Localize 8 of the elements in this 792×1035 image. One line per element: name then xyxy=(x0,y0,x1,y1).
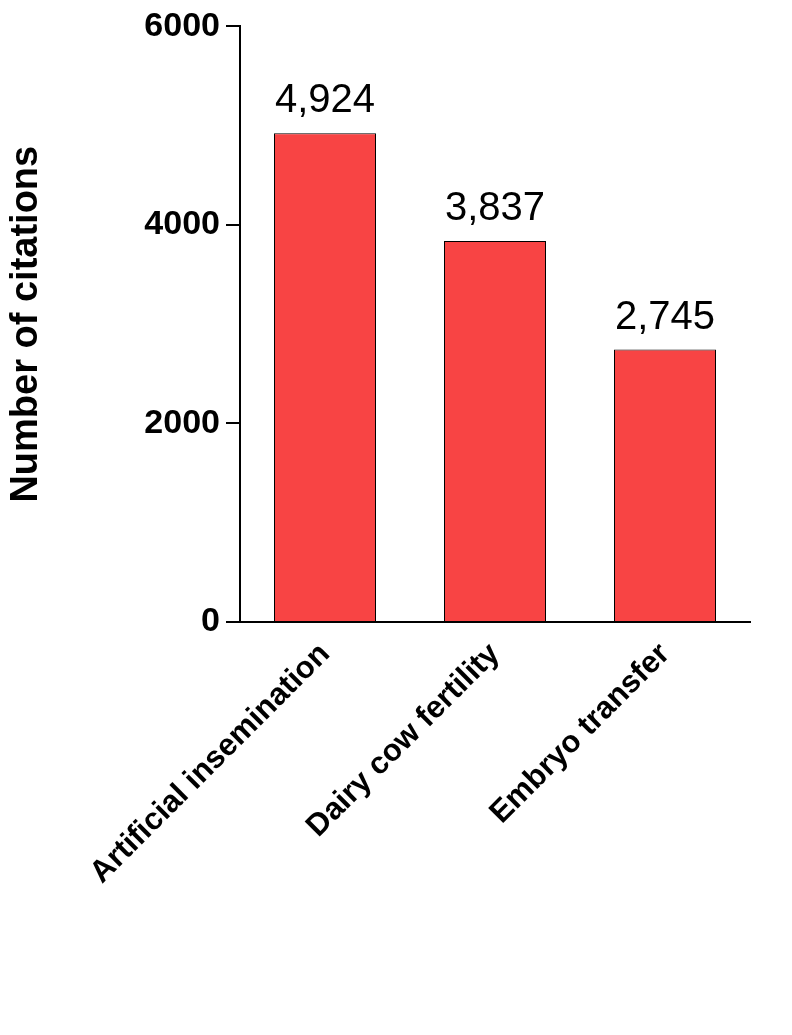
y-tick-label: 0 xyxy=(201,600,220,639)
y-tick-label: 6000 xyxy=(144,4,220,43)
y-tick-label: 2000 xyxy=(144,401,220,440)
data-label: 3,837 xyxy=(444,184,546,229)
y-axis-title: Number of citations xyxy=(3,145,46,503)
data-label: 4,924 xyxy=(274,76,376,121)
data-label: 2,745 xyxy=(614,292,716,337)
y-tick-label: 4000 xyxy=(144,203,220,242)
